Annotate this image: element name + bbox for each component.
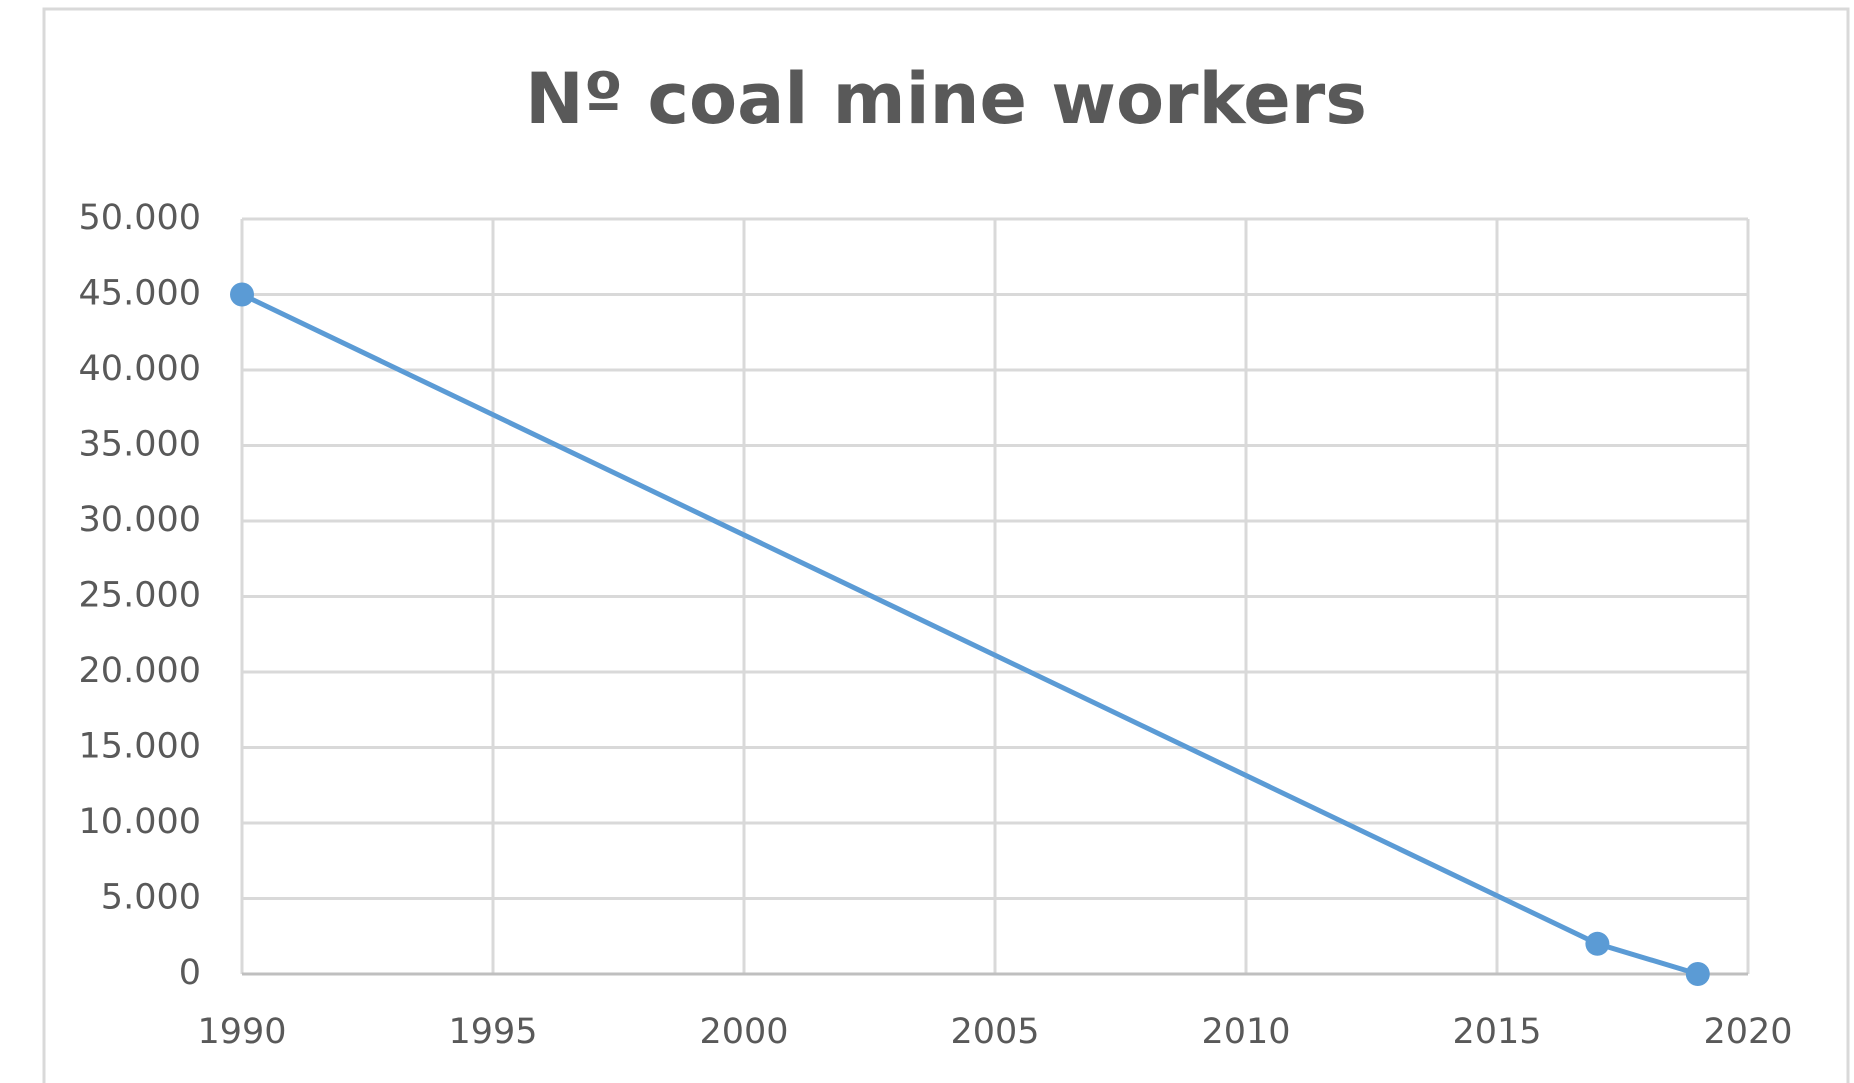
- y-tick-label: 50.000: [79, 198, 201, 238]
- y-tick-label: 15.000: [79, 727, 201, 767]
- data-point: [1685, 962, 1710, 986]
- y-tick-label: 25.000: [79, 576, 201, 616]
- y-tick-label: 5.000: [101, 878, 201, 918]
- chart-title: Nº coal mine workers: [525, 58, 1367, 140]
- x-tick-label: 1990: [197, 1012, 286, 1052]
- y-tick-label: 10.000: [79, 802, 201, 842]
- x-tick-label: 1995: [448, 1012, 537, 1052]
- y-tick-label: 45.000: [79, 274, 201, 314]
- data-point: [230, 282, 254, 307]
- x-tick-label: 2015: [1452, 1012, 1541, 1052]
- y-tick-label: 20.000: [79, 651, 201, 691]
- x-tick-label: 2020: [1703, 1012, 1792, 1052]
- y-tick-label: 30.000: [79, 500, 201, 540]
- x-tick-label: 2000: [699, 1012, 788, 1052]
- x-tick-label: 2010: [1201, 1012, 1290, 1052]
- y-tick-label: 35.000: [79, 425, 201, 465]
- y-tick-label: 40.000: [79, 349, 201, 389]
- y-tick-label: 0: [179, 953, 201, 993]
- data-point: [1585, 931, 1610, 956]
- chart-frame: [42, 7, 1850, 1083]
- x-tick-label: 2005: [950, 1012, 1039, 1052]
